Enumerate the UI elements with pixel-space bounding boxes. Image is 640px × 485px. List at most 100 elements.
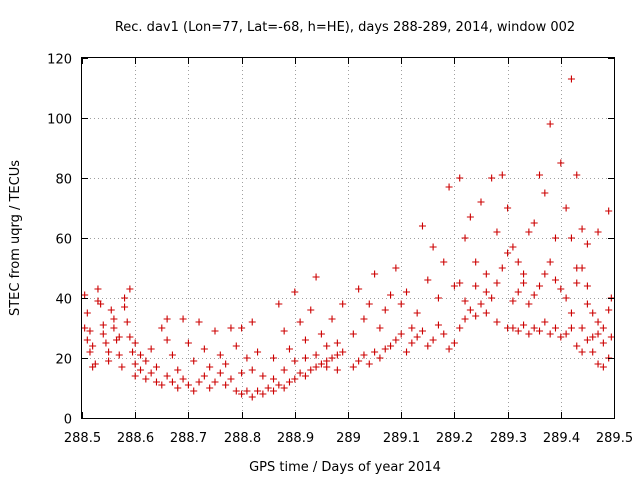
data-point (509, 243, 517, 251)
data-point (312, 363, 320, 371)
grid (82, 58, 614, 418)
data-point (434, 294, 442, 302)
data-point (270, 375, 278, 383)
data-point (583, 336, 591, 344)
data-point (270, 387, 278, 395)
data-point (200, 345, 208, 353)
data-point (312, 273, 320, 281)
data-point (275, 381, 283, 389)
data-point (450, 282, 458, 290)
data-point (131, 372, 139, 380)
x-tick-label: 288.5 (64, 431, 101, 446)
data-point (168, 351, 176, 359)
data-point (461, 297, 469, 305)
data-point (578, 348, 586, 356)
y-axis-label: STEC from uqrg / TECUs (8, 160, 23, 316)
y-tick-label: 100 (47, 113, 72, 128)
data-point (121, 294, 129, 302)
data-point (530, 219, 538, 227)
data-point (270, 354, 278, 362)
data-point (184, 339, 192, 347)
data-point (456, 279, 464, 287)
data-point (89, 363, 97, 371)
data-point (323, 342, 331, 350)
data-point (429, 336, 437, 344)
data-point (248, 393, 256, 401)
data-point (477, 198, 485, 206)
data-point (514, 288, 522, 296)
data-point (280, 366, 288, 374)
data-point (301, 354, 309, 362)
data-point (152, 378, 160, 386)
data-point (254, 387, 262, 395)
data-point (158, 381, 166, 389)
data-point (456, 324, 464, 332)
data-point (397, 300, 405, 308)
data-point (418, 327, 426, 335)
data-point (123, 318, 131, 326)
data-point (551, 324, 559, 332)
data-point (200, 372, 208, 380)
data-point (328, 354, 336, 362)
data-point (216, 351, 224, 359)
data-point (190, 387, 198, 395)
data-point (291, 357, 299, 365)
data-point (583, 240, 591, 248)
x-tick-label: 289 (336, 431, 361, 446)
data-point (546, 330, 554, 338)
data-point (557, 285, 565, 293)
data-point (147, 369, 155, 377)
data-point (81, 324, 89, 332)
data-point (376, 324, 384, 332)
data-point (206, 384, 214, 392)
data-point (472, 312, 480, 320)
data-point (509, 297, 517, 305)
y-tick-label: 0 (64, 413, 72, 428)
data-point (118, 363, 126, 371)
data-point (86, 327, 94, 335)
data-point (607, 333, 615, 341)
data-point (280, 327, 288, 335)
data-point (434, 321, 442, 329)
data-point (594, 360, 602, 368)
data-point (259, 390, 267, 398)
data-point (413, 333, 421, 341)
data-point (520, 279, 528, 287)
y-tick-label: 60 (55, 233, 72, 248)
data-point (488, 174, 496, 182)
data-point (498, 171, 506, 179)
data-point (163, 315, 171, 323)
axis-ticks: 288.5 288.6 288.7 288.8 288.9 289 289.1 289.2 28… (47, 53, 633, 447)
data-point (551, 276, 559, 284)
data-point (450, 339, 458, 347)
data-point (504, 204, 512, 212)
x-tick-label: 288.7 (170, 431, 207, 446)
data-point (477, 300, 485, 308)
data-point (254, 348, 262, 356)
data-point (493, 228, 501, 236)
data-point (301, 336, 309, 344)
data-point (105, 357, 113, 365)
data-point (599, 339, 607, 347)
data-point (578, 264, 586, 272)
data-point (317, 330, 325, 338)
data-point (83, 336, 91, 344)
data-point (222, 381, 230, 389)
y-tick-label: 20 (55, 353, 72, 368)
data-point (86, 348, 94, 356)
data-point (472, 258, 480, 266)
data-point (445, 183, 453, 191)
data-point (333, 339, 341, 347)
data-point (408, 324, 416, 332)
data-point (179, 375, 187, 383)
data-point (238, 390, 246, 398)
data-point (323, 357, 331, 365)
data-point (392, 336, 400, 344)
data-point (137, 351, 145, 359)
data-point (578, 324, 586, 332)
data-point (440, 330, 448, 338)
data-point (142, 357, 150, 365)
y-tick-label: 80 (55, 173, 72, 188)
